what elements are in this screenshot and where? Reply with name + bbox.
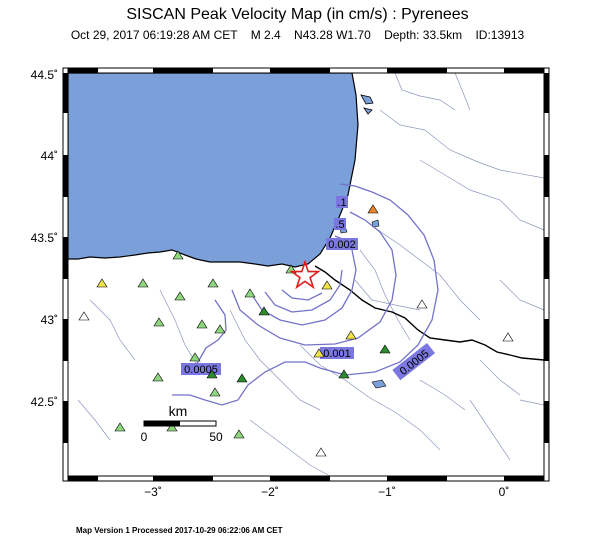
lon-tick-minus3: −3˚ bbox=[144, 485, 162, 499]
lat-axis-labels: 44.5˚ 44˚ 43.5˚ 43˚ 42.5˚ bbox=[31, 68, 58, 409]
station-triangle bbox=[236, 373, 248, 383]
station-triangle bbox=[313, 348, 325, 358]
map-title: SISCAN Peak Velocity Map (in cm/s) : Pyr… bbox=[126, 6, 469, 23]
map-subtitle: Oct 29, 2017 06:19:28 AM CET M 2.4 N43.2… bbox=[70, 28, 525, 42]
contour-inner bbox=[264, 269, 343, 313]
station-triangle bbox=[152, 372, 164, 382]
station-triangle bbox=[207, 278, 219, 288]
station-triangle bbox=[189, 352, 201, 362]
station-triangle bbox=[96, 278, 108, 288]
station-triangle bbox=[153, 317, 165, 327]
contour-inner-2 bbox=[281, 289, 323, 301]
scale-bar-start: 0 bbox=[141, 430, 148, 444]
station-triangle bbox=[379, 344, 391, 354]
map-border bbox=[62, 67, 550, 482]
velocity-contours bbox=[172, 183, 439, 406]
station-triangle bbox=[174, 291, 186, 301]
station-triangle bbox=[206, 369, 218, 379]
station-triangle bbox=[137, 278, 149, 288]
station-triangle bbox=[214, 324, 226, 334]
station-triangle bbox=[172, 250, 184, 260]
contour-0.0005-left bbox=[184, 299, 227, 376]
station-triangle bbox=[315, 447, 327, 457]
contour-label-0.002: 0.002 bbox=[328, 239, 356, 251]
contour-label-0.1: .1 bbox=[337, 197, 346, 209]
station-triangle bbox=[416, 299, 428, 309]
sea-area bbox=[67, 72, 359, 268]
contour-label-0.001: 0.001 bbox=[323, 348, 351, 360]
station-triangle bbox=[345, 330, 357, 340]
station-triangle bbox=[321, 280, 333, 290]
station-triangle bbox=[233, 429, 245, 439]
epicenter-star-icon bbox=[289, 259, 321, 290]
lat-tick-42.5: 42.5˚ bbox=[31, 395, 58, 409]
station-triangle bbox=[244, 288, 256, 298]
rivers bbox=[77, 72, 545, 477]
lat-tick-44.5: 44.5˚ bbox=[31, 68, 58, 82]
scale-bar-unit: km bbox=[169, 403, 188, 419]
station-triangle bbox=[209, 387, 221, 397]
lon-tick-0: 0˚ bbox=[499, 485, 510, 499]
lat-tick-44: 44˚ bbox=[41, 149, 58, 163]
scale-bar-end: 50 bbox=[209, 430, 223, 444]
lat-tick-43.5: 43.5˚ bbox=[31, 231, 58, 245]
station-triangle bbox=[367, 204, 379, 214]
stations bbox=[78, 204, 514, 457]
lon-tick-minus2: −2˚ bbox=[261, 485, 279, 499]
station-triangle bbox=[338, 369, 350, 379]
island bbox=[363, 107, 373, 115]
station-triangle bbox=[258, 306, 270, 316]
lon-tick-minus1: −1˚ bbox=[378, 485, 396, 499]
lon-axis-labels: −3˚ −2˚ −1˚ 0˚ bbox=[144, 485, 509, 499]
contour-label-0.5: .5 bbox=[335, 219, 344, 231]
station-triangle bbox=[166, 422, 178, 432]
lat-tick-43: 43˚ bbox=[41, 313, 58, 327]
contour-0.001 bbox=[231, 211, 397, 346]
station-triangle bbox=[114, 422, 126, 432]
station-triangle bbox=[78, 311, 90, 321]
contour-labels: 0.0005 0.001 0.002 .5 .1 0.0005 bbox=[181, 196, 436, 381]
scale-bar: km 0 50 bbox=[141, 403, 223, 444]
island bbox=[360, 94, 374, 105]
contour-label-0.0005-left: 0.0005 bbox=[184, 364, 218, 376]
station-triangle bbox=[196, 319, 208, 329]
station-triangle bbox=[502, 332, 514, 342]
map-footer: Map Version 1 Processed 2017-10-29 06:22… bbox=[76, 526, 283, 535]
contour-0.0005 bbox=[172, 183, 439, 406]
island bbox=[371, 379, 387, 389]
